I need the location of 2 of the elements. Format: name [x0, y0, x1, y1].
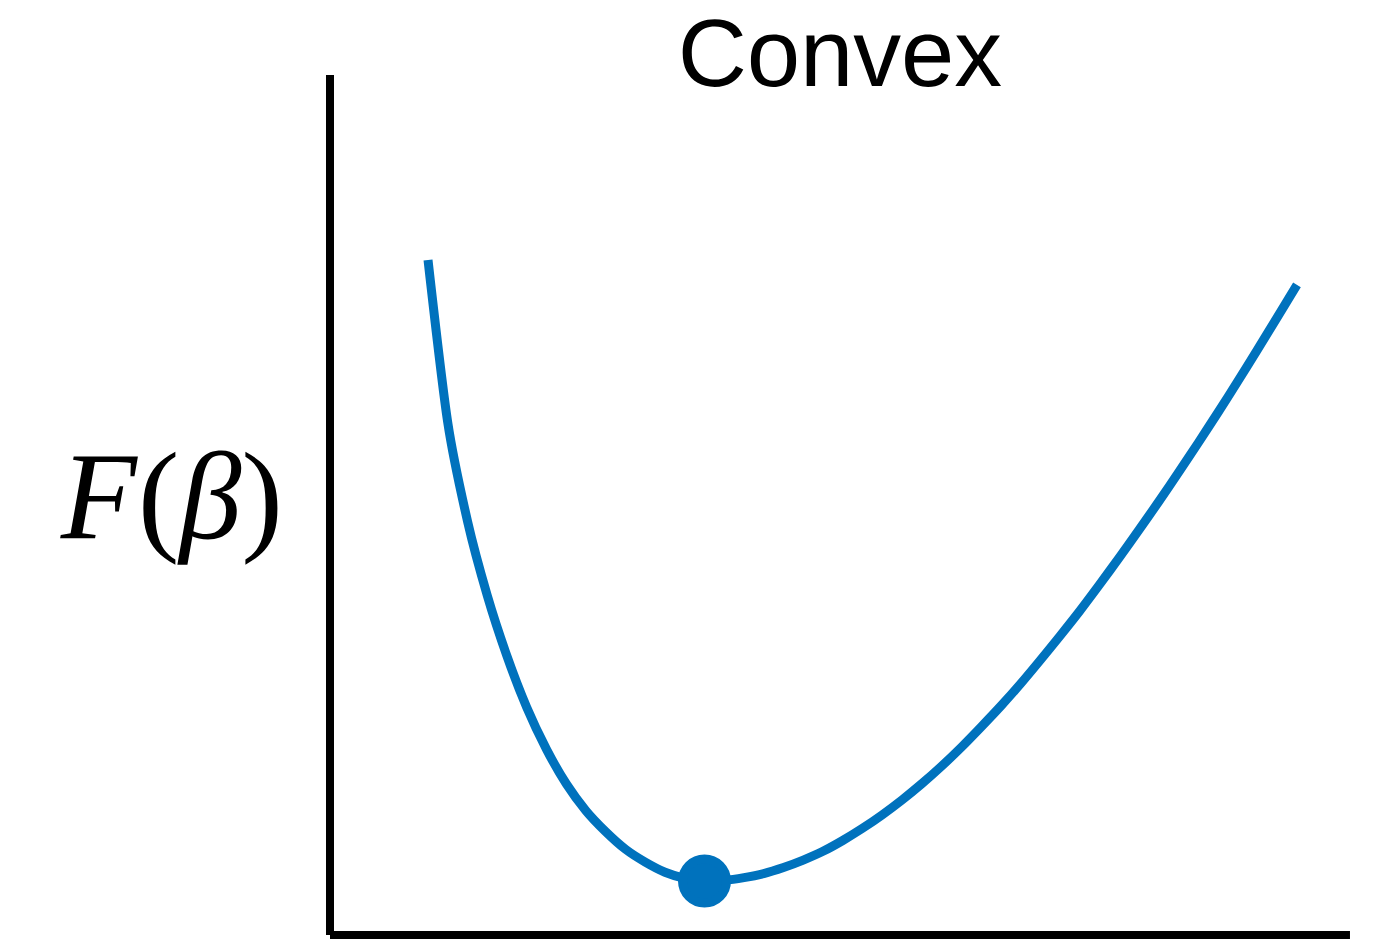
chart-title: Convex	[682, 19, 1002, 87]
y-axis-title: F(β)	[60, 450, 278, 565]
